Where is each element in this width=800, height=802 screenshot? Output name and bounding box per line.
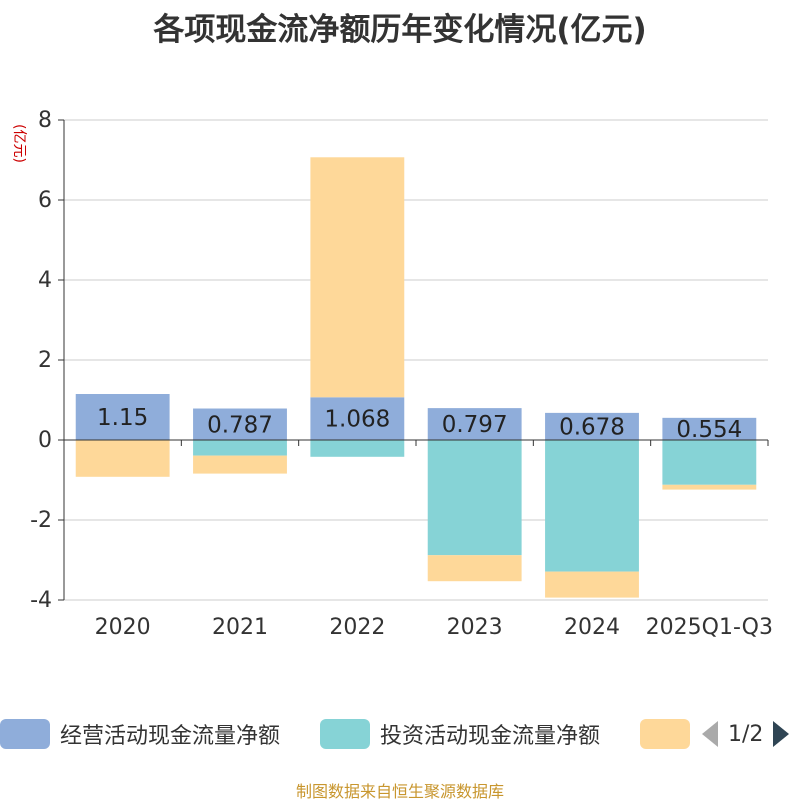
y-tick-label: 2 [38, 348, 52, 373]
bar-series1-2021 [193, 440, 287, 456]
legend-item-operating[interactable]: 经营活动现金流量净额 [0, 716, 280, 752]
bar-series0-2025Q1-Q3 [662, 417, 757, 440]
bar-series1-2025Q1-Q3 [662, 440, 757, 485]
data-label: 0.678 [559, 414, 625, 440]
y-tick-label: 6 [38, 188, 52, 213]
legend-item-investing[interactable]: 投资活动现金流量净额 [320, 716, 600, 752]
bar-series0-2024 [545, 412, 639, 440]
legend-label-operating: 经营活动现金流量净额 [60, 724, 281, 749]
legend-page-indicator: 1/2 [728, 721, 764, 747]
data-label: 0.554 [676, 417, 742, 443]
bar-series2-2024 [545, 571, 639, 598]
legend-item-third[interactable] [640, 716, 690, 752]
bar-series0-2022 [310, 397, 405, 440]
bar-series1-2023 [427, 440, 522, 556]
y-tick-label: -2 [30, 508, 52, 533]
bar-series2-2022 [310, 157, 405, 398]
y-tick-label: 4 [38, 268, 52, 293]
legend-pager: 1/2 [700, 716, 791, 752]
bar-series0-2020 [75, 394, 170, 440]
bar-series1-2022 [310, 440, 405, 457]
chart-title: 各项现金流净额历年变化情况(亿元) [153, 12, 647, 48]
data-source-note: 制图数据来自恒生聚源数据库 [295, 782, 504, 801]
data-label: 1.068 [324, 407, 390, 433]
bar-series0-2021 [193, 408, 287, 440]
x-tick-label: 2020 [95, 615, 151, 640]
next-page-icon[interactable] [771, 719, 791, 749]
x-tick-label: 2022 [329, 615, 385, 640]
data-label: 0.787 [207, 412, 273, 438]
legend-swatch-investing [320, 719, 370, 749]
x-tick-label: 2021 [212, 615, 268, 640]
y-tick-label: 0 [38, 428, 52, 453]
y-tick-label: 8 [38, 108, 52, 133]
x-tick-label: 2023 [447, 615, 503, 640]
bar-series0-2023 [427, 408, 522, 440]
bar-series1-2024 [545, 440, 639, 572]
chart-plot: 8 6 4 2 0 -2 -4 1.15 0.787 1.068 0.797 0.678 0.554 20… [30, 108, 773, 640]
x-tick-label: 2024 [564, 615, 620, 640]
bar-series2-2021 [193, 455, 287, 474]
prev-page-icon[interactable] [700, 719, 720, 749]
legend-label-investing: 投资活动现金流量净额 [380, 724, 601, 749]
bar-series2-2025Q1-Q3 [662, 484, 757, 490]
legend-swatch-operating [0, 719, 50, 749]
data-label: 1.15 [97, 405, 148, 431]
x-tick-label: 2025Q1-Q3 [646, 615, 773, 640]
data-label: 0.797 [442, 412, 508, 438]
bar-series2-2023 [427, 555, 522, 582]
bar-series2-2020 [75, 440, 170, 477]
legend-swatch-third [640, 719, 690, 749]
y-tick-label: -4 [30, 588, 52, 613]
